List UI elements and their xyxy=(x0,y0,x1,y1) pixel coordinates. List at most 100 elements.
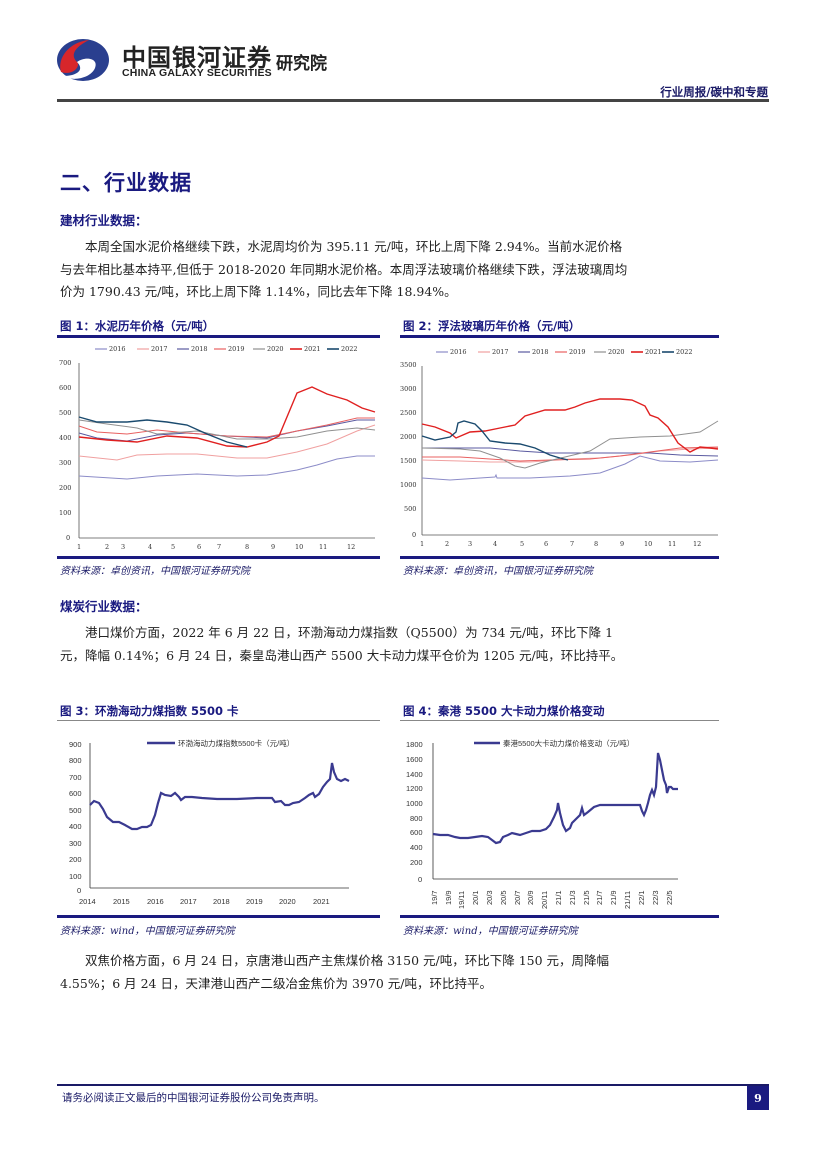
svg-text:200: 200 xyxy=(59,484,71,492)
paragraph-text: 港口煤价方面，2022 年 6 月 22 日，环渤海动力煤指数（Q5500）为 … xyxy=(60,625,624,663)
svg-text:100: 100 xyxy=(69,872,82,881)
svg-text:400: 400 xyxy=(59,434,71,442)
svg-text:0: 0 xyxy=(77,886,81,895)
svg-text:2018: 2018 xyxy=(532,348,549,356)
svg-text:2000: 2000 xyxy=(400,433,417,441)
svg-text:2016: 2016 xyxy=(147,897,164,906)
footer-disclaimer: 请务必阅读正文最后的中国银河证券股份公司免责声明。 xyxy=(62,1092,325,1104)
qinhuangdao-price-line xyxy=(432,752,678,845)
svg-text:9: 9 xyxy=(620,540,624,548)
svg-text:500: 500 xyxy=(69,806,82,815)
figure-3-bottom-rule xyxy=(57,915,380,918)
svg-text:300: 300 xyxy=(59,459,71,467)
svg-text:1500: 1500 xyxy=(400,457,417,465)
building-materials-paragraph: 本周全国水泥价格继续下跌，水泥周均价为 395.11 元/吨，环比上周下降 2.… xyxy=(60,236,630,304)
svg-text:1600: 1600 xyxy=(406,755,423,764)
svg-text:1800: 1800 xyxy=(406,740,423,749)
svg-text:2018: 2018 xyxy=(191,345,208,353)
svg-text:4: 4 xyxy=(148,543,152,551)
section-title: 二、行业数据 xyxy=(60,171,192,195)
svg-text:2: 2 xyxy=(445,540,449,548)
svg-text:2018: 2018 xyxy=(213,897,230,906)
figure-2-source: 资料来源：卓创资讯，中国银河证券研究院 xyxy=(403,566,593,577)
y-axis: 900 800 700 600 500 400 300 200 100 0 xyxy=(69,740,91,895)
svg-text:200: 200 xyxy=(69,855,82,864)
figure-4-source: 资料来源：wind，中国银河证券研究院 xyxy=(403,926,578,937)
svg-text:1000: 1000 xyxy=(406,799,423,808)
svg-text:12: 12 xyxy=(693,540,701,548)
figure-2-chart: 2016 2017 2018 2019 2020 2021 2022 3500 3… xyxy=(400,338,719,556)
svg-text:8: 8 xyxy=(245,543,249,551)
figure-3-chart: 环渤海动力煤指数5500卡（元/吨） 900 800 700 600 500 400 … xyxy=(57,725,380,913)
svg-text:1: 1 xyxy=(77,543,81,551)
svg-text:7: 7 xyxy=(570,540,574,548)
svg-text:2014: 2014 xyxy=(79,897,96,906)
svg-text:800: 800 xyxy=(410,814,423,823)
svg-text:2016: 2016 xyxy=(450,348,467,356)
svg-text:22/5: 22/5 xyxy=(665,890,674,905)
svg-text:22/3: 22/3 xyxy=(651,890,660,905)
footer-divider xyxy=(57,1084,769,1086)
figure-3-title: 图 3：环渤海动力煤指数 5500 卡 xyxy=(60,704,239,718)
svg-text:21/7: 21/7 xyxy=(595,890,604,905)
chart-lines xyxy=(421,398,719,481)
svg-text:5: 5 xyxy=(520,540,524,548)
x-axis: 2014 2015 2016 2017 2018 2019 2020 2021 xyxy=(79,887,349,906)
svg-text:2500: 2500 xyxy=(400,409,417,417)
svg-text:21/1: 21/1 xyxy=(554,890,563,905)
svg-text:3: 3 xyxy=(468,540,472,548)
svg-text:21/9: 21/9 xyxy=(609,890,618,905)
svg-text:21/3: 21/3 xyxy=(568,890,577,905)
svg-text:600: 600 xyxy=(59,384,71,392)
svg-text:20/3: 20/3 xyxy=(485,890,494,905)
coal-index-line xyxy=(89,762,350,831)
x-axis: 19/7 19/9 19/11 20/1 20/3 20/5 20/7 20/9… xyxy=(430,878,678,909)
svg-text:2019: 2019 xyxy=(246,897,263,906)
chart-legend: 2016 2017 2018 2019 2020 2021 2022 xyxy=(95,345,358,353)
figure-4-bottom-rule xyxy=(400,915,719,918)
brand-name-cn: 中国银河证券 xyxy=(122,44,272,72)
svg-text:20/11: 20/11 xyxy=(540,891,549,909)
svg-text:2021: 2021 xyxy=(645,348,662,356)
svg-text:500: 500 xyxy=(404,505,416,513)
svg-text:2019: 2019 xyxy=(228,345,245,353)
svg-text:0: 0 xyxy=(66,534,70,542)
svg-text:3500: 3500 xyxy=(400,361,417,369)
svg-text:600: 600 xyxy=(69,789,82,798)
page-number: 9 xyxy=(747,1086,769,1110)
svg-text:20/5: 20/5 xyxy=(499,890,508,905)
chart-lines xyxy=(78,386,376,480)
figure-1-source: 资料来源：卓创资讯，中国银河证券研究院 xyxy=(60,566,250,577)
figure-1-top-rule xyxy=(57,335,380,338)
coke-paragraph: 双焦价格方面，6 月 24 日，京唐港山西产主焦煤价格 3150 元/吨，环比下… xyxy=(60,950,630,995)
svg-text:12: 12 xyxy=(347,543,355,551)
svg-text:20/7: 20/7 xyxy=(513,890,522,905)
svg-text:19/7: 19/7 xyxy=(430,890,439,905)
chart-legend: 秦港5500大卡动力煤价格变动（元/吨） xyxy=(474,738,634,748)
svg-text:秦港5500大卡动力煤价格变动（元/吨）: 秦港5500大卡动力煤价格变动（元/吨） xyxy=(503,738,634,748)
svg-text:21/5: 21/5 xyxy=(582,890,591,905)
svg-text:200: 200 xyxy=(410,858,423,867)
svg-text:500: 500 xyxy=(59,409,71,417)
svg-text:环渤海动力煤指数5500卡（元/吨）: 环渤海动力煤指数5500卡（元/吨） xyxy=(178,738,294,748)
svg-text:2022: 2022 xyxy=(676,348,693,356)
institute-label: 研究院 xyxy=(276,54,327,74)
figure-4-chart: 秦港5500大卡动力煤价格变动（元/吨） 1800 1600 1400 1200 1… xyxy=(400,725,719,913)
svg-text:2017: 2017 xyxy=(180,897,197,906)
svg-text:2022: 2022 xyxy=(341,345,358,353)
svg-text:700: 700 xyxy=(59,359,71,367)
svg-text:700: 700 xyxy=(69,773,82,782)
svg-text:1: 1 xyxy=(420,540,424,548)
svg-text:0: 0 xyxy=(412,531,416,539)
y-axis: 3500 3000 2500 2000 1500 1000 500 0 xyxy=(400,361,423,539)
svg-text:22/1: 22/1 xyxy=(637,890,646,905)
svg-text:2020: 2020 xyxy=(608,348,625,356)
svg-text:2019: 2019 xyxy=(569,348,586,356)
header-divider xyxy=(57,99,769,102)
svg-text:6: 6 xyxy=(544,540,548,548)
svg-text:20/1: 20/1 xyxy=(471,890,480,905)
figure-4-top-rule xyxy=(400,720,719,721)
building-materials-heading: 建材行业数据： xyxy=(60,213,148,228)
svg-text:10: 10 xyxy=(644,540,652,548)
